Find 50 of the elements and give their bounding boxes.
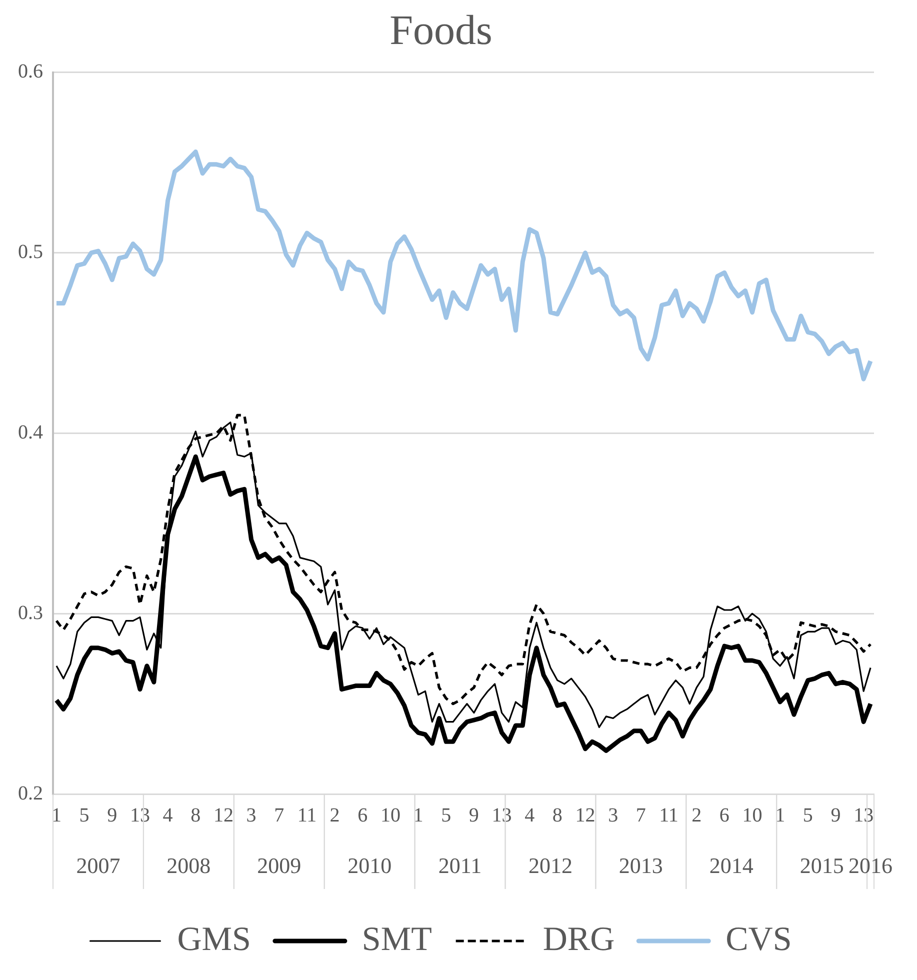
y-tick-label: 0.5 — [18, 241, 43, 264]
chart-title: Foods — [390, 8, 492, 54]
legend-label: SMT — [362, 920, 432, 958]
x-tick-label: 3 — [246, 804, 256, 826]
x-tick-label: 1 — [775, 804, 786, 826]
x-tick-label: 8 — [190, 804, 201, 826]
x-tick-label: 5 — [79, 804, 90, 826]
legend-label: DRG — [542, 920, 615, 958]
text: 2010 — [348, 852, 392, 878]
x-tick-label: 13 — [130, 804, 150, 826]
x-tick-label: 9 — [107, 804, 118, 826]
x-tick-label: 5 — [802, 804, 813, 826]
text: 2016 — [848, 852, 893, 878]
text: 2008 — [166, 852, 211, 878]
x-tick-label: 7 — [274, 804, 284, 826]
text: 2007 — [76, 852, 120, 878]
text: 2012 — [528, 852, 572, 878]
x-tick-label: 12 — [575, 804, 596, 826]
x-tick-label: 6 — [358, 804, 368, 826]
x-tick-label: 1 — [51, 804, 62, 826]
y-tick-label: 0.6 — [18, 60, 43, 83]
y-tick-label: 0.4 — [18, 421, 43, 444]
x-tick-label: 11 — [659, 804, 678, 826]
x-tick-label: 2 — [330, 804, 340, 826]
legend-label: CVS — [726, 920, 792, 958]
x-tick-label: 13 — [492, 804, 512, 826]
x-tick-label: 2 — [692, 804, 702, 826]
x-tick-label: 13 — [854, 804, 874, 826]
x-tick-label: 4 — [162, 804, 173, 826]
x-tick-label: 6 — [719, 804, 730, 826]
text: 2015 — [800, 852, 844, 878]
text: 2014 — [709, 852, 754, 878]
x-tick-label: 3 — [608, 804, 618, 826]
x-tick-label: 9 — [468, 804, 479, 826]
y-tick-label: 0.2 — [18, 782, 43, 804]
y-tick-label: 0.3 — [18, 602, 43, 624]
text: 2011 — [438, 852, 482, 878]
x-tick-label: 8 — [552, 804, 562, 826]
text: 2009 — [257, 852, 302, 878]
text: 2013 — [618, 852, 663, 878]
legend-label: GMS — [177, 920, 251, 958]
x-tick-label: 4 — [524, 804, 535, 826]
x-tick-label: 1 — [413, 804, 424, 826]
x-tick-label: 12 — [213, 804, 234, 826]
x-tick-label: 10 — [742, 804, 762, 826]
x-tick-label: 11 — [297, 804, 317, 826]
x-tick-label: 5 — [441, 804, 452, 826]
x-tick-label: 9 — [830, 804, 841, 826]
x-tick-label: 10 — [380, 804, 400, 826]
x-tick-label: 7 — [636, 804, 646, 826]
